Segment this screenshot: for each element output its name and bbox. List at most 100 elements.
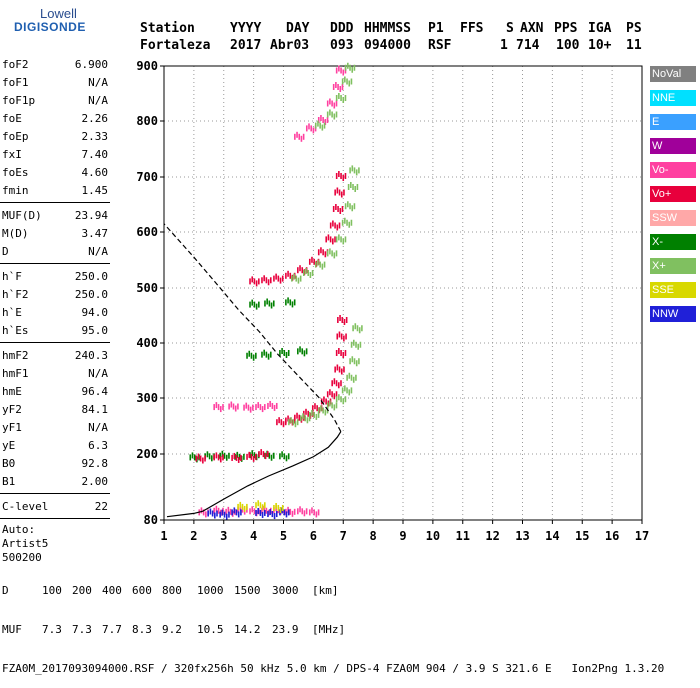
echo-point — [235, 509, 238, 516]
echo-point — [247, 404, 250, 411]
echo-point — [346, 387, 348, 394]
echo-point — [326, 111, 329, 118]
echo-point — [343, 335, 345, 342]
echo-point — [300, 135, 303, 142]
echo-point — [340, 333, 343, 340]
echo-point — [341, 219, 344, 226]
legend-item-sse: SSE — [650, 282, 696, 298]
echo-point — [258, 301, 260, 308]
echo-point — [271, 511, 274, 518]
echo-point — [337, 317, 339, 323]
footer-muf-row-value: 23.9 — [272, 623, 299, 636]
echo-point — [332, 206, 335, 212]
echo-point — [257, 402, 259, 409]
echo-point — [358, 327, 361, 334]
echo-point — [353, 167, 356, 174]
echo-point — [263, 275, 265, 282]
echo-point — [303, 510, 306, 517]
header-value-2: Abr03 — [270, 38, 310, 53]
echo-point — [225, 513, 228, 520]
echo-point — [351, 165, 354, 172]
param-row: hmF1 N/A — [0, 365, 112, 383]
echo-point — [287, 270, 289, 277]
echo-point — [253, 278, 256, 285]
echo-point — [317, 407, 320, 414]
footer-d-row-value: 1000 — [197, 584, 224, 597]
echo-point — [193, 454, 196, 461]
echo-point — [342, 398, 345, 405]
echo-point — [314, 122, 317, 129]
echo-point — [333, 378, 336, 385]
param-name: B0 — [2, 457, 16, 470]
param-name: hmE — [2, 385, 22, 398]
param-row: hmE 96.4 — [0, 383, 112, 401]
echo-point — [317, 120, 319, 127]
echo-point — [293, 508, 296, 515]
echo-point — [326, 117, 329, 123]
param-row: yF2 84.1 — [0, 401, 112, 419]
x-tick-label: 12 — [485, 529, 499, 543]
echo-point — [329, 109, 331, 116]
echo-point — [298, 414, 301, 421]
echo-point — [298, 133, 301, 140]
echo-point — [303, 270, 305, 276]
echo-point — [270, 454, 273, 461]
echo-point — [269, 509, 271, 516]
echo-point — [359, 341, 362, 348]
echo-point — [249, 301, 251, 308]
echo-point — [347, 62, 349, 69]
param-name: foE — [2, 112, 22, 125]
echo-point — [336, 364, 339, 371]
echo-point — [213, 507, 215, 514]
legend-item-nne: NNE — [650, 90, 696, 106]
echo-point — [262, 451, 265, 458]
echo-point — [361, 325, 363, 332]
echo-point — [355, 169, 358, 176]
series-3f2-x-trace — [314, 62, 356, 131]
legend-item-noval: NoVal — [650, 66, 696, 82]
echo-point — [329, 400, 331, 407]
echo-point — [195, 455, 198, 462]
echo-point — [290, 417, 292, 424]
echo-point — [344, 203, 347, 210]
header-value-0: Fortaleza — [140, 38, 211, 53]
echo-point — [293, 299, 296, 306]
artist-code: 500200 — [2, 551, 42, 564]
electron-density-profile — [166, 431, 342, 518]
param-value: 92.8 — [81, 457, 109, 470]
echo-point — [285, 299, 287, 306]
echo-point — [287, 415, 289, 422]
echo-point — [329, 222, 332, 229]
echo-point — [308, 411, 311, 418]
echo-point — [358, 358, 360, 365]
header-label-2: DAY — [286, 21, 310, 36]
echo-point — [339, 208, 342, 214]
footer-d-row-value: 200 — [72, 584, 92, 597]
echo-point — [329, 98, 331, 105]
echo-point — [354, 186, 357, 192]
echo-point — [311, 507, 313, 514]
echo-point — [211, 455, 213, 462]
footer-d-row-value: 3000 — [272, 584, 299, 597]
echo-point — [322, 117, 324, 123]
param-value: 250.0 — [74, 288, 108, 301]
echo-point — [333, 404, 336, 411]
series-f2-o-trace — [276, 315, 348, 428]
echo-point — [255, 352, 257, 359]
digisonde-logo: Lowell DIGISONDE — [2, 6, 92, 46]
footer-muf-row-value: 10.5 — [197, 623, 224, 636]
echo-point — [326, 402, 329, 409]
echo-point — [331, 100, 333, 107]
echo-point — [333, 393, 336, 400]
echo-point — [345, 317, 348, 323]
echo-point — [358, 167, 360, 174]
echo-point — [337, 206, 339, 212]
echo-point — [335, 111, 338, 118]
footer-d-row-value: 400 — [102, 584, 122, 597]
echo-point — [272, 452, 275, 459]
echo-point — [321, 263, 324, 270]
param-row: fmin 1.45 — [0, 182, 112, 200]
echo-point — [308, 123, 310, 130]
header-value-8: 714 — [516, 38, 540, 53]
echo-point — [315, 413, 318, 420]
